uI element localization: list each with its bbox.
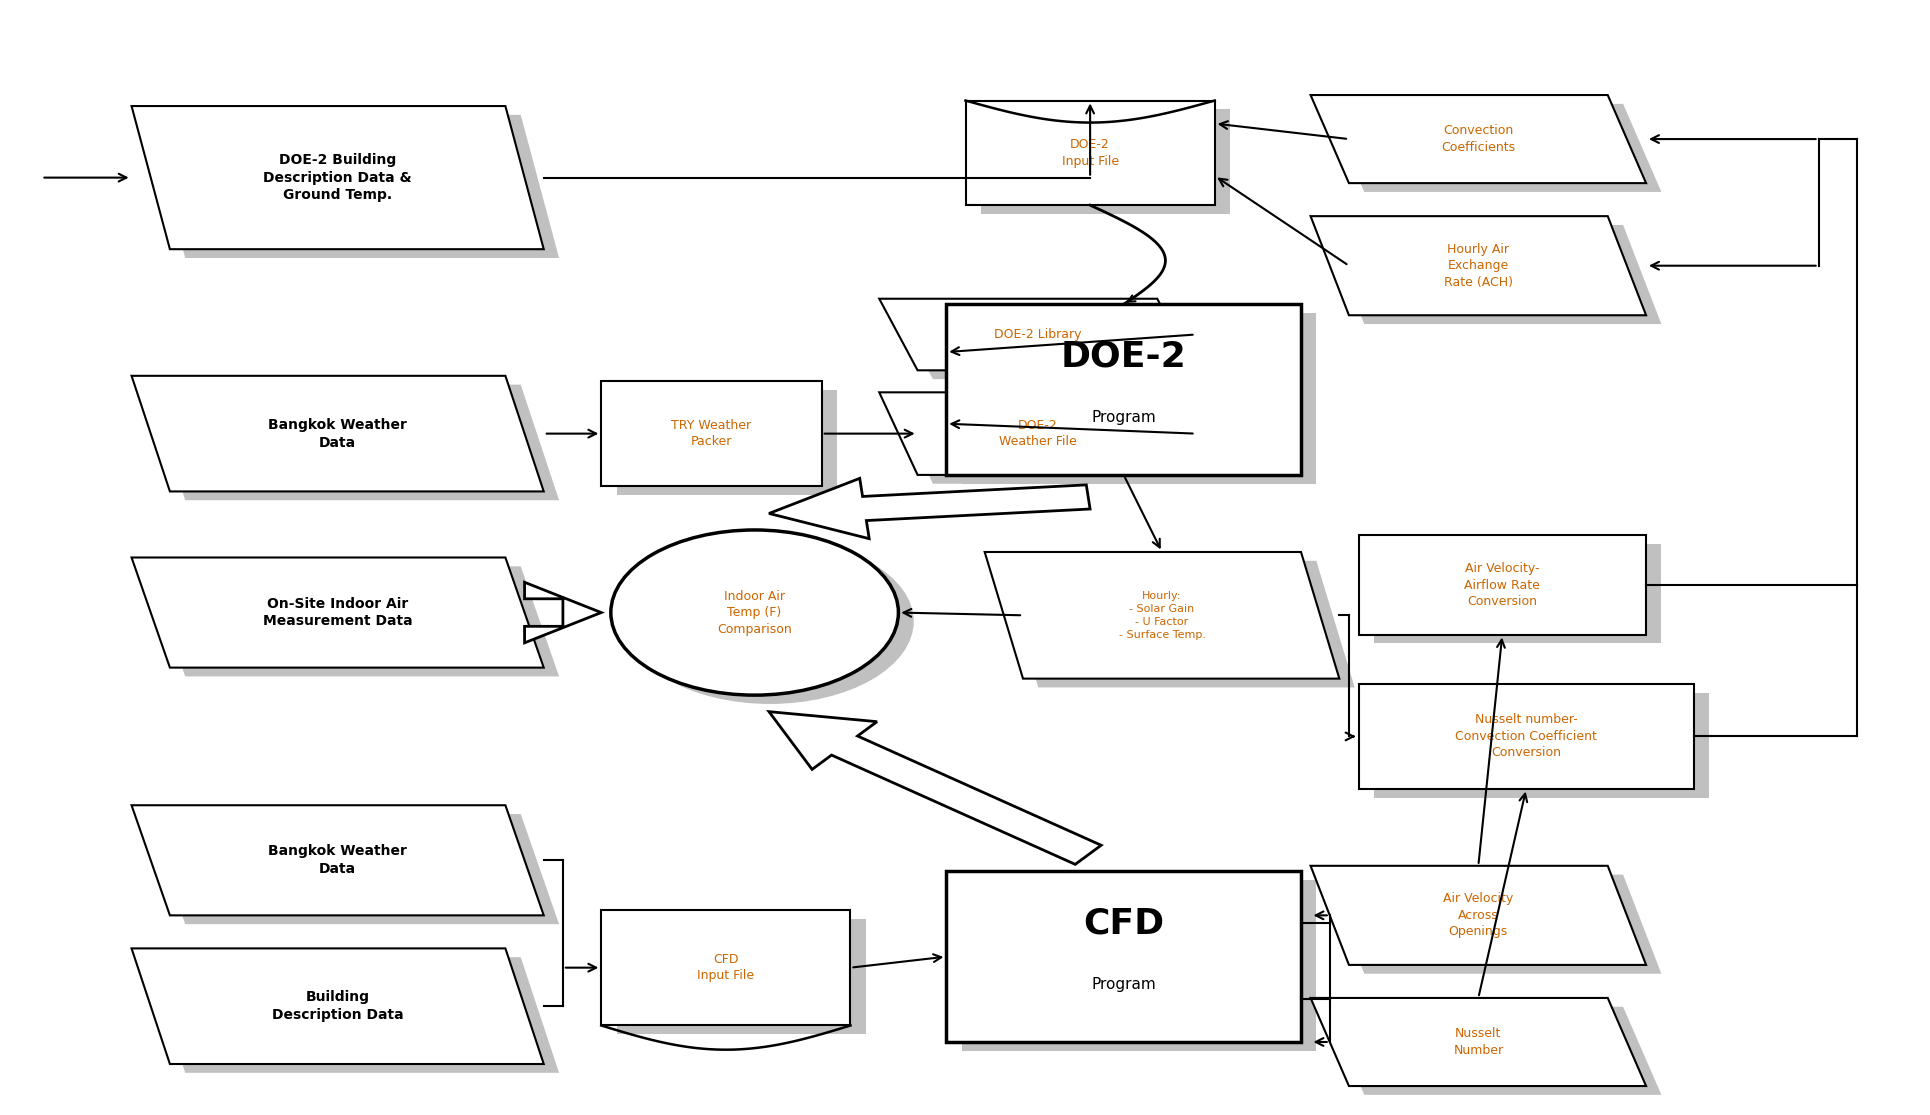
Polygon shape (147, 385, 560, 501)
FancyBboxPatch shape (946, 304, 1301, 475)
Polygon shape (878, 299, 1195, 370)
Polygon shape (131, 106, 544, 249)
Text: Hourly Air
Exchange
Rate (ACH): Hourly Air Exchange Rate (ACH) (1444, 243, 1511, 289)
FancyBboxPatch shape (600, 910, 849, 1026)
FancyBboxPatch shape (961, 313, 1316, 484)
FancyBboxPatch shape (980, 109, 1229, 214)
Polygon shape (1326, 874, 1660, 973)
Polygon shape (894, 308, 1210, 379)
Polygon shape (525, 582, 600, 643)
Text: Nusselt
Number: Nusselt Number (1453, 1027, 1503, 1057)
Text: Hourly:
- Solar Gain
- U Factor
- Surface Temp.: Hourly: - Solar Gain - U Factor - Surfac… (1117, 591, 1204, 640)
Polygon shape (1000, 561, 1355, 688)
FancyBboxPatch shape (1372, 544, 1660, 643)
Text: Indoor Air
Temp (F)
Comparison: Indoor Air Temp (F) Comparison (716, 590, 791, 636)
Polygon shape (131, 805, 544, 915)
FancyBboxPatch shape (961, 880, 1316, 1050)
Polygon shape (1326, 225, 1660, 324)
Text: Building
Description Data: Building Description Data (272, 990, 403, 1022)
Polygon shape (1326, 1007, 1660, 1095)
Polygon shape (1326, 104, 1660, 192)
FancyBboxPatch shape (600, 381, 822, 486)
Polygon shape (1310, 866, 1644, 964)
Polygon shape (131, 376, 544, 492)
Text: Air Velocity-
Airflow Rate
Conversion: Air Velocity- Airflow Rate Conversion (1463, 562, 1540, 608)
Polygon shape (768, 711, 1100, 864)
Polygon shape (147, 115, 560, 258)
Polygon shape (147, 566, 560, 677)
Polygon shape (1310, 998, 1644, 1086)
Text: CFD: CFD (1083, 906, 1164, 941)
FancyBboxPatch shape (616, 919, 865, 1035)
Polygon shape (147, 957, 560, 1073)
FancyBboxPatch shape (1372, 692, 1708, 797)
Text: DOE-2 Library: DOE-2 Library (994, 328, 1081, 341)
FancyBboxPatch shape (965, 100, 1214, 205)
FancyBboxPatch shape (1359, 685, 1693, 788)
FancyBboxPatch shape (946, 871, 1301, 1043)
Polygon shape (147, 814, 560, 924)
FancyBboxPatch shape (616, 390, 836, 495)
Text: Program: Program (1090, 409, 1156, 425)
Text: Convection
Coefficients: Convection Coefficients (1440, 125, 1515, 154)
Polygon shape (1310, 95, 1644, 183)
Polygon shape (894, 401, 1210, 484)
Ellipse shape (625, 539, 913, 704)
Polygon shape (131, 949, 544, 1064)
Text: TRY Weather
Packer: TRY Weather Packer (672, 419, 751, 448)
Polygon shape (1310, 216, 1644, 316)
Polygon shape (131, 558, 544, 668)
Text: CFD
Input File: CFD Input File (697, 953, 755, 982)
Text: Air Velocity
Across
Openings: Air Velocity Across Openings (1442, 892, 1513, 939)
FancyBboxPatch shape (1359, 535, 1644, 634)
Text: Bangkok Weather
Data: Bangkok Weather Data (268, 418, 407, 449)
Ellipse shape (610, 530, 897, 695)
Text: Nusselt number-
Convection Coefficient
Conversion: Nusselt number- Convection Coefficient C… (1455, 714, 1596, 759)
Polygon shape (878, 392, 1195, 475)
Text: DOE-2
Weather File: DOE-2 Weather File (998, 419, 1075, 448)
Text: DOE-2: DOE-2 (1060, 340, 1185, 374)
Polygon shape (768, 478, 1090, 539)
Text: Bangkok Weather
Data: Bangkok Weather Data (268, 844, 407, 876)
Text: On-Site Indoor Air
Measurement Data: On-Site Indoor Air Measurement Data (262, 597, 413, 629)
Text: DOE-2 Building
Description Data &
Ground Temp.: DOE-2 Building Description Data & Ground… (262, 153, 411, 203)
Text: DOE-2
Input File: DOE-2 Input File (1062, 138, 1117, 167)
Polygon shape (984, 552, 1339, 679)
Text: Program: Program (1090, 977, 1156, 991)
